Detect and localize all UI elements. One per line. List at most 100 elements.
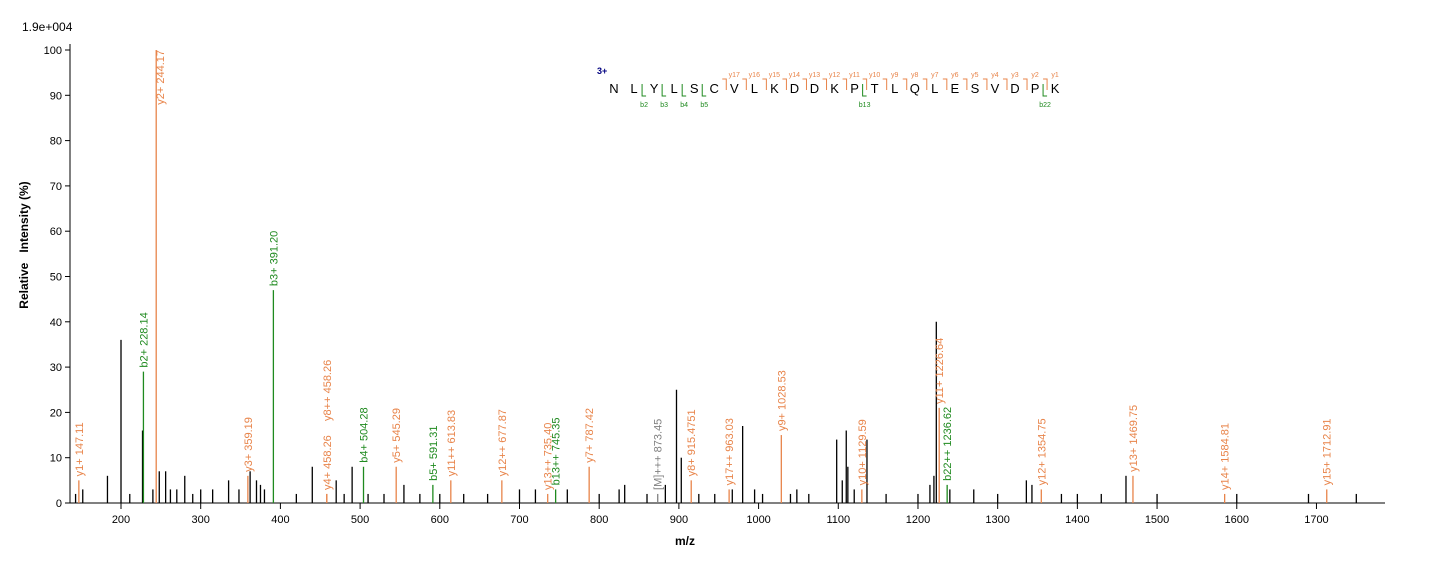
x-tick-label: 700	[510, 514, 528, 526]
y-ion: y3	[1011, 72, 1019, 79]
y-tick-label: 30	[50, 362, 62, 374]
y-tick-label: 0	[56, 498, 62, 510]
b-ion: b4	[680, 102, 688, 109]
peak-label: y10+ 1129.59	[857, 419, 869, 485]
residue: P	[850, 81, 859, 96]
y-bracket	[782, 78, 787, 90]
x-tick-label: 200	[112, 514, 130, 526]
y-ion: y5	[971, 72, 979, 79]
peak-label: y2+ 244.17	[155, 50, 167, 105]
y-bracket	[842, 78, 848, 90]
y-ion: y4	[991, 72, 999, 79]
peak-label: [M]+++ 873.45	[653, 419, 665, 490]
residue: S	[690, 81, 699, 96]
b-bracket	[641, 84, 647, 97]
y-ion: y12	[829, 72, 840, 79]
residue: L	[671, 81, 678, 96]
y-bracket	[722, 78, 727, 90]
y-ion: y13	[809, 72, 820, 79]
residue: E	[951, 81, 960, 96]
y-ion: y16	[749, 72, 760, 79]
y-bracket	[922, 78, 928, 90]
peak-label: y1+ 147.11	[74, 422, 86, 476]
peak-label: y17++ 963.03	[724, 418, 736, 485]
y-axis-label: Relative Intensity (%)	[17, 181, 31, 308]
peak-label: y13+ 1469.75	[1128, 405, 1140, 472]
residue: L	[630, 81, 637, 96]
b-ion: b3	[660, 102, 668, 109]
y-bracket	[942, 78, 948, 90]
y-tick-label: 20	[50, 407, 62, 419]
peak-label: b5+ 591.31	[428, 426, 440, 481]
x-tick-label: 600	[431, 514, 449, 526]
y-bracket	[762, 78, 767, 90]
peak-label: b4+ 504.28	[359, 407, 371, 462]
residue: C	[710, 81, 719, 96]
peak-label: y4+ 458.26	[322, 435, 334, 490]
residue: K	[830, 81, 839, 96]
x-axis-label: m/z	[675, 534, 695, 548]
b-ion: b22	[1039, 102, 1051, 109]
residue: L	[891, 81, 898, 96]
y-bracket	[822, 78, 828, 90]
peak-label: y5+ 545.29	[391, 408, 403, 463]
y-tick-label: 10	[50, 453, 62, 465]
peak-label: y12+ 1354.75	[1036, 418, 1048, 485]
peak-label: y7+ 787.42	[584, 408, 596, 463]
x-tick-label: 500	[351, 514, 369, 526]
x-tick-label: 1400	[1065, 514, 1089, 526]
b-ion: b5	[700, 102, 708, 109]
residue: V	[991, 81, 1000, 96]
y-bracket	[982, 78, 988, 90]
y-tick-label: 70	[50, 181, 62, 193]
peak-label: b3+ 391.20	[268, 231, 280, 286]
y-ion: y9	[891, 72, 899, 79]
b-bracket	[1042, 84, 1048, 97]
x-tick-label: 1200	[906, 514, 930, 526]
peak-label: y11+ 1226.64	[934, 338, 946, 404]
y-tick-label: 40	[50, 317, 62, 329]
y-bracket	[862, 78, 868, 90]
peak-label: b13++ 745.35	[551, 418, 563, 486]
residue: V	[730, 81, 739, 96]
x-tick-label: 300	[192, 514, 210, 526]
x-tick-label: 900	[670, 514, 688, 526]
charge-label: 3+	[597, 66, 607, 76]
x-tick-label: 1600	[1225, 514, 1249, 526]
y-tick-label: 60	[50, 226, 62, 238]
peak-label: y9+ 1028.53	[776, 370, 788, 431]
peak-label: b22++ 1236.62	[942, 407, 954, 481]
b-ion: b13	[859, 102, 871, 109]
y-ion: y10	[869, 72, 880, 79]
y-bracket	[1002, 78, 1008, 90]
residue: Y	[650, 81, 659, 96]
peak-label: y12++ 677.87	[497, 409, 509, 476]
y-bracket	[1023, 78, 1028, 90]
y-ion: y2	[1031, 72, 1039, 79]
y-ion: y6	[951, 72, 959, 79]
peak-label: y3+ 359.19	[243, 417, 255, 472]
y-ion: y14	[789, 72, 800, 79]
residue: D	[810, 81, 819, 96]
residue: L	[931, 81, 938, 96]
y-ion: y7	[931, 72, 939, 79]
residue: Q	[910, 81, 920, 96]
y-bracket	[742, 78, 747, 90]
y-ion: y11	[849, 72, 860, 79]
x-tick-label: 1500	[1145, 514, 1169, 526]
y-tick-label: 80	[50, 136, 62, 148]
x-tick-label: 1300	[985, 514, 1009, 526]
peak-label: y15+ 1712.91	[1322, 418, 1334, 485]
x-tick-label: 1000	[746, 514, 770, 526]
peak-label: y8+ 915.4751	[686, 409, 698, 476]
x-tick-label: 1100	[826, 514, 850, 526]
residue: S	[971, 81, 980, 96]
residue: K	[770, 81, 779, 96]
residue: N	[609, 81, 618, 96]
peak-label: b2+ 228.14	[138, 312, 150, 367]
b-bracket	[862, 84, 867, 97]
residue: T	[871, 81, 879, 96]
peak-label: y13++ 735.40	[543, 423, 555, 490]
b-bracket	[701, 84, 707, 97]
